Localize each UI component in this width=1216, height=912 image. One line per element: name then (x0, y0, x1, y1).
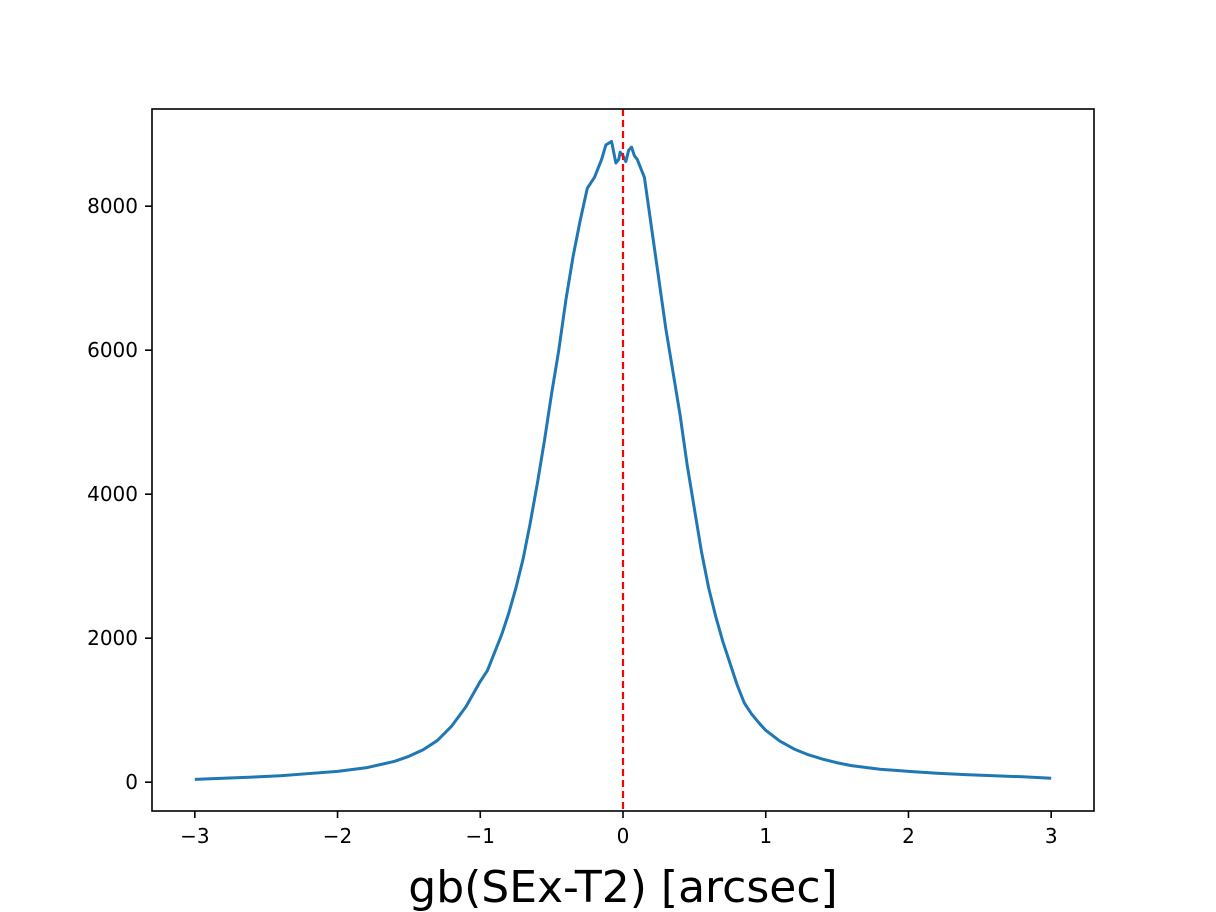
y-tick-label: 8000 (87, 194, 138, 218)
y-tick-label: 4000 (87, 482, 138, 506)
y-tick-label: 6000 (87, 338, 138, 362)
y-tick-label: 0 (125, 770, 138, 794)
x-tick-label: −3 (180, 824, 209, 848)
x-tick-label: 0 (617, 824, 630, 848)
x-tick-label: −2 (323, 824, 352, 848)
x-axis-label: gb(SEx-T2) [arcsec] (408, 862, 837, 912)
x-tick-label: 3 (1045, 824, 1058, 848)
y-ticks: 0 2000 4000 6000 8000 (87, 194, 152, 794)
x-tick-label: −1 (466, 824, 495, 848)
x-ticks: −3 −2 −1 0 1 2 3 (180, 811, 1058, 848)
y-tick-label: 2000 (87, 626, 138, 650)
x-tick-label: 1 (759, 824, 772, 848)
x-tick-label: 2 (902, 824, 915, 848)
